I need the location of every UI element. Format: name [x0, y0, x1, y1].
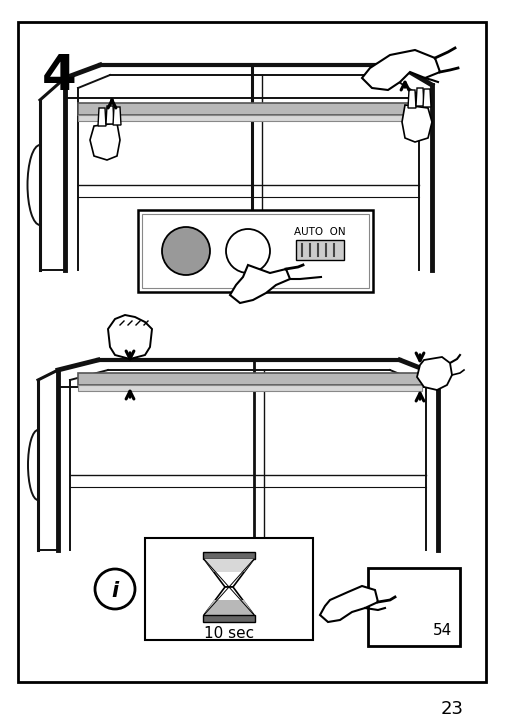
- Polygon shape: [78, 115, 419, 121]
- Bar: [145, 538, 313, 640]
- Bar: [138, 210, 372, 292]
- Text: 4: 4: [42, 52, 77, 100]
- Polygon shape: [106, 106, 114, 124]
- Polygon shape: [90, 123, 120, 160]
- Polygon shape: [401, 105, 431, 142]
- Polygon shape: [78, 103, 419, 115]
- Polygon shape: [422, 89, 430, 107]
- Text: 23: 23: [440, 700, 463, 714]
- Bar: [203, 552, 255, 559]
- Polygon shape: [204, 559, 254, 572]
- Polygon shape: [230, 265, 289, 303]
- Bar: [203, 615, 255, 622]
- Polygon shape: [78, 385, 421, 391]
- Polygon shape: [78, 373, 421, 385]
- Polygon shape: [98, 108, 106, 126]
- Polygon shape: [108, 315, 152, 359]
- Polygon shape: [415, 88, 423, 106]
- Circle shape: [162, 227, 210, 275]
- Polygon shape: [361, 50, 439, 90]
- Polygon shape: [204, 600, 254, 615]
- Bar: [295, 240, 343, 260]
- Polygon shape: [416, 357, 451, 390]
- Bar: [142, 214, 368, 288]
- Polygon shape: [204, 587, 254, 615]
- Polygon shape: [407, 90, 415, 108]
- Text: 54: 54: [432, 623, 451, 638]
- Text: AUTO  ON: AUTO ON: [293, 227, 345, 237]
- Bar: [367, 568, 459, 646]
- Text: i: i: [111, 581, 118, 601]
- Polygon shape: [113, 107, 121, 125]
- Polygon shape: [204, 559, 254, 587]
- Circle shape: [226, 229, 270, 273]
- Polygon shape: [319, 586, 377, 622]
- Circle shape: [95, 569, 135, 609]
- Text: 10 sec: 10 sec: [204, 626, 254, 641]
